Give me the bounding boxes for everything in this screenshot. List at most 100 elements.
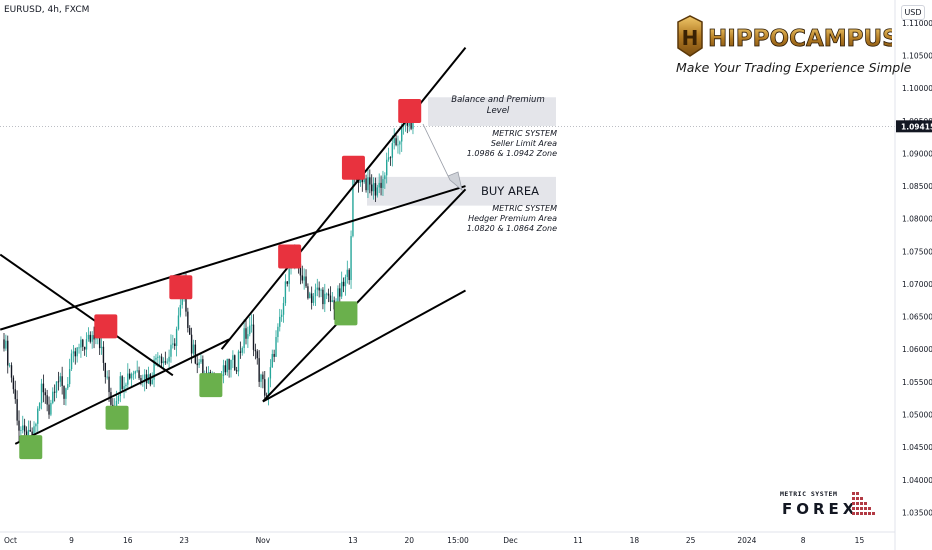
candle-body [202,359,204,374]
buy-marker-3[interactable] [199,373,223,398]
sell-marker-1[interactable] [94,314,118,339]
price-tick-1: 1.04000 [902,476,932,485]
trendline-5 [262,188,467,403]
candle-body [249,325,251,335]
symbol-title: EURUSD, 4h, FXCM [4,5,90,15]
trendline-6 [220,47,467,350]
seller-block-line1: METRIC SYSTEM [492,129,557,138]
candle-body [100,346,103,349]
candle-body [342,281,345,287]
buy-marker-2[interactable] [105,405,129,430]
candle-body [5,340,7,349]
balance-label-line2: Level [487,106,510,116]
candle-body [327,293,330,296]
candle-body [187,311,189,328]
sell-marker-5[interactable] [398,98,422,123]
candle-body [40,383,43,404]
candle-body [367,177,369,191]
price-tick-0: 1.03500 [902,508,932,517]
price-tick-14: 1.10500 [902,51,932,60]
price-tick-13: 1.10000 [902,84,932,93]
candle-body [61,376,63,386]
candle-body [37,408,39,424]
candle-body [318,287,320,291]
brand-tagline: Make Your Trading Experience Simple [676,60,912,75]
candle-body [23,425,26,432]
time-tick-7: 15:00 [447,536,469,545]
candle-body [277,326,279,337]
hedger-block-line2: Hedger Premium Area [468,214,557,223]
candle-body [194,344,197,364]
candle-body [382,179,384,188]
candle-body [235,370,238,372]
seller-block-line2: Seller Limit Area [491,139,557,148]
candle-body [3,339,5,349]
candle-body [117,396,120,401]
candle-body [59,376,61,382]
candle-body [52,391,54,403]
candle-body [162,361,165,364]
sell-marker-4[interactable] [341,155,365,180]
candle-body [316,287,318,290]
candle-body [344,277,347,287]
candle-body [232,355,234,360]
candle-body [102,346,105,363]
watermark-line1: METRIC SYSTEM [780,490,838,498]
price-tick-9: 1.08000 [902,215,932,224]
candle-body [305,276,307,287]
candle-body [340,281,343,297]
trendline-4 [262,289,466,403]
down-arrow-icon [422,123,463,192]
candle-body [149,374,152,385]
time-tick-13: 8 [801,536,806,545]
currency-button[interactable]: USD [901,5,925,20]
candle-body [348,269,350,281]
buy-marker-4[interactable] [334,301,358,326]
sell-marker-3[interactable] [278,244,302,269]
candle-body [168,356,170,362]
candle-body [339,288,341,297]
candle-body [33,426,35,437]
candle-body [346,269,349,278]
time-tick-5: 13 [348,536,358,545]
candle-body [80,339,82,348]
candle-body [153,359,155,380]
seller-block-line3: 1.0986 & 1.0942 Zone [467,149,557,158]
candle-body [83,346,86,350]
price-tick-15: 1.11000 [902,19,932,28]
candle-body [380,182,382,188]
buy-marker-1[interactable] [19,435,43,460]
candle-body [63,385,65,399]
buy-area-label: BUY AREA [481,184,539,198]
price-tick-7: 1.07000 [902,280,932,289]
candle-body [123,386,125,390]
candle-body [98,333,101,349]
candle-body [175,329,178,346]
candle-body [378,182,380,188]
candle-body [89,334,91,342]
time-tick-12: 2024 [737,536,756,545]
time-tick-4: Nov [256,536,271,545]
candle-body [104,362,107,378]
time-tick-1: 9 [69,536,74,545]
candle-body [198,362,200,366]
time-tick-11: 25 [686,536,696,545]
brand-name: HIPPOCAMPUS AI [708,26,892,52]
candle-body [401,126,403,142]
candle-body [247,334,249,339]
candle-body [20,430,22,431]
sell-marker-2[interactable] [169,275,193,300]
candle-body [76,347,78,357]
candle-body [78,347,80,349]
price-tick-10: 1.08500 [902,182,932,191]
candle-body [125,384,127,387]
candle-body [115,400,118,408]
candle-body [87,334,90,340]
balance-zone [428,97,556,126]
candle-body [82,339,84,347]
candle-body [179,304,182,316]
candle-body [234,355,236,371]
candle-body [57,381,60,383]
